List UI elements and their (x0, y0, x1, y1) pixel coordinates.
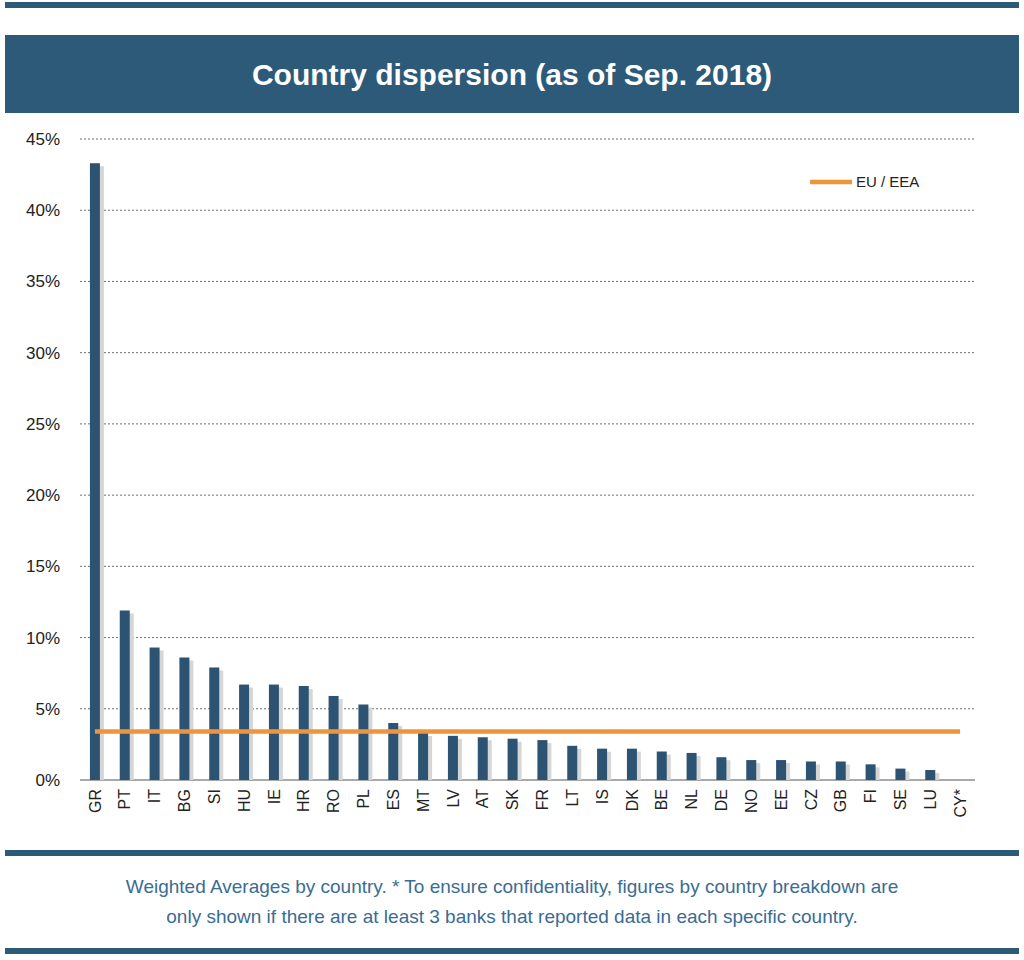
x-tick-label: SE (892, 789, 909, 810)
bar (209, 667, 219, 780)
bar (567, 746, 577, 780)
x-tick-label: LU (922, 789, 939, 809)
x-tick-label: DK (624, 789, 641, 812)
grid-line (80, 566, 975, 567)
legend-swatch (810, 180, 852, 185)
grid-line (80, 495, 975, 496)
bar (627, 749, 637, 780)
bar (418, 733, 428, 780)
x-tick-label: NO (743, 789, 760, 813)
y-tick-label: 30% (26, 344, 60, 363)
footnote-line: only shown if there are at least 3 banks… (166, 906, 857, 927)
title-banner (5, 35, 1019, 113)
y-tick-label: 25% (26, 415, 60, 434)
reference-line (95, 729, 960, 734)
top-rule (5, 2, 1019, 8)
bar (90, 163, 100, 780)
bar (329, 696, 339, 780)
y-tick-label: 0% (35, 771, 60, 790)
x-tick-label: SI (206, 789, 223, 804)
x-tick-label: RO (325, 789, 342, 813)
bar (836, 761, 846, 780)
y-tick-label: 15% (26, 557, 60, 576)
y-tick-label: 35% (26, 272, 60, 291)
y-tick-label: 45% (26, 130, 60, 149)
grid-line (80, 281, 975, 282)
legend-label: EU / EEA (856, 173, 919, 190)
bar (866, 764, 876, 780)
x-tick-label: LT (564, 789, 581, 807)
footnote: Weighted Averages by country. * To ensur… (126, 876, 898, 927)
grid-line (80, 139, 975, 140)
bar (806, 761, 816, 780)
y-tick-label: 10% (26, 629, 60, 648)
y-tick-label: 20% (26, 486, 60, 505)
bar (597, 749, 607, 780)
bar (537, 740, 547, 780)
bar (358, 705, 368, 780)
bar (925, 770, 935, 780)
x-tick-label: GR (87, 789, 104, 813)
bar (657, 752, 667, 780)
x-tick-label: AT (474, 789, 491, 808)
bottom-rule (5, 948, 1019, 954)
x-tick-label: BG (176, 789, 193, 812)
bar (150, 648, 160, 780)
x-tick-label: BE (653, 789, 670, 810)
x-tick-label: HR (295, 789, 312, 812)
grid-line (80, 637, 975, 638)
bar (448, 736, 458, 780)
bar (687, 753, 697, 780)
x-tick-label: SK (504, 789, 521, 811)
x-tick-label: FR (534, 789, 551, 810)
x-tick-label: GB (832, 789, 849, 812)
y-tick-label: 40% (26, 201, 60, 220)
bar (776, 760, 786, 780)
x-tick-label: IS (594, 789, 611, 804)
bar (895, 769, 905, 780)
grid-line (80, 352, 975, 353)
x-tick-label: DE (713, 789, 730, 811)
x-tick-label: IT (146, 789, 163, 803)
grid-line (80, 423, 975, 424)
y-tick-label: 5% (35, 700, 60, 719)
x-tick-label: FI (862, 789, 879, 803)
bar (179, 657, 189, 780)
title: Country dispersion (as of Sep. 2018) (252, 58, 772, 91)
x-tick-label: NL (683, 789, 700, 810)
x-tick-label: MT (415, 789, 432, 812)
chart: Country dispersion (as of Sep. 2018) 0% 5%… (0, 0, 1024, 960)
grid-line (80, 210, 975, 211)
x-tick-label: PL (355, 789, 372, 809)
x-tick-label: PT (116, 789, 133, 810)
bar (508, 739, 518, 780)
x-tick-label: ES (385, 789, 402, 810)
footnote-line: Weighted Averages by country. * To ensur… (126, 876, 898, 897)
x-tick-label: CY* (952, 789, 969, 817)
x-tick-label: LV (445, 789, 462, 808)
bar (478, 737, 488, 780)
x-tick-label: CZ (803, 789, 820, 811)
bar (716, 757, 726, 780)
bar (120, 610, 130, 780)
x-tick-label: IE (266, 789, 283, 804)
plot-area (90, 163, 960, 780)
bar (746, 760, 756, 780)
x-tick-label: EE (773, 789, 790, 810)
footer-rule (5, 850, 1019, 856)
x-tick-label: HU (236, 789, 253, 812)
